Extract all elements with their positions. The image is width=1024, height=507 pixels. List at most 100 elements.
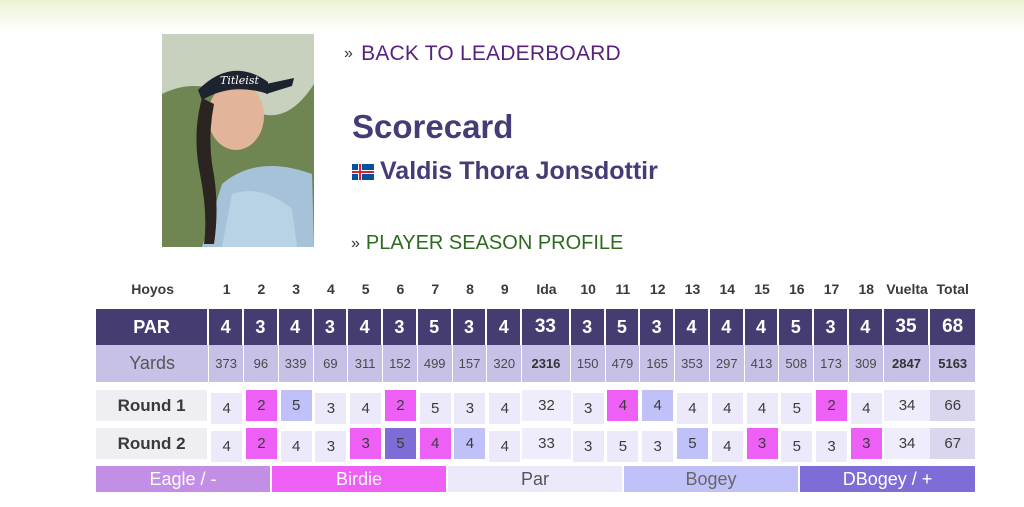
- par-cell: 5: [606, 309, 641, 345]
- score-cell: 5: [606, 428, 641, 462]
- score-cell: 4: [348, 390, 383, 424]
- par-cell: 3: [571, 309, 606, 345]
- legend-dbogey: DBogey / +: [800, 466, 975, 492]
- back-link-label: BACK TO LEADERBOARD: [361, 42, 621, 65]
- score-cell: 4: [745, 390, 780, 424]
- player-name: Valdis Thora Jonsdottir: [380, 157, 658, 185]
- score-bogey: 4: [454, 428, 486, 459]
- score-par: 3: [315, 431, 347, 462]
- par-cell: 4: [710, 309, 745, 345]
- par-cell: 35: [884, 309, 931, 345]
- score-cell: 4: [209, 428, 244, 462]
- score-cell: 3: [745, 428, 780, 459]
- score-cell: 5: [383, 428, 418, 459]
- score-cell: 3: [849, 428, 884, 459]
- score-par: 5: [781, 393, 813, 424]
- score-bogey: 4: [642, 390, 674, 421]
- score-cell: 2: [244, 390, 279, 421]
- player-photo: Titleist: [162, 34, 314, 247]
- header-cell: 3: [292, 281, 301, 297]
- yards-cell: 320: [487, 345, 523, 382]
- score-par: 4: [711, 393, 743, 424]
- score-birdie: 3: [350, 428, 382, 459]
- header-cell: 6: [396, 281, 405, 297]
- header-cell: 16: [788, 281, 805, 297]
- score-par: 3: [572, 431, 604, 462]
- legend-par: Par: [448, 466, 624, 492]
- par-cell: 3: [314, 309, 349, 345]
- par-cell: 4: [849, 309, 884, 345]
- player-name-line: Valdis Thora Jonsdottir: [352, 157, 658, 187]
- score-par: 3: [816, 431, 848, 462]
- score-par: 4: [746, 393, 778, 424]
- score-birdie: 4: [607, 390, 639, 421]
- yards-cell: 5163: [938, 356, 968, 371]
- par-cell: 4: [675, 309, 710, 345]
- score-birdie: 3: [850, 428, 882, 459]
- yards-cell: 353: [675, 345, 710, 382]
- score-cell: 4: [675, 390, 710, 424]
- score-birdie: 2: [245, 390, 277, 421]
- score-par: 3: [572, 393, 604, 424]
- score-cell: 3: [814, 428, 849, 462]
- score-cell: 4: [710, 390, 745, 424]
- par-label: PAR: [96, 309, 210, 345]
- header-cell: 5: [361, 281, 370, 297]
- score-cell: 4: [710, 428, 745, 462]
- yards-cell: 165: [640, 345, 676, 382]
- score-bogey: 5: [676, 428, 708, 459]
- score-par: 4: [711, 431, 743, 462]
- score-bogey: 5: [280, 390, 312, 421]
- score-cell: 3: [640, 428, 675, 462]
- back-to-leaderboard-link[interactable]: » BACK TO LEADERBOARD: [344, 42, 621, 66]
- yards-cell: 69: [314, 345, 349, 382]
- header-cell: 2: [257, 281, 266, 297]
- score-birdie: 3: [746, 428, 778, 459]
- score-cell: 2: [814, 390, 849, 421]
- score-cell: 4: [606, 390, 641, 421]
- header-cell: 8: [466, 281, 474, 297]
- yards-cell: 2847: [884, 345, 931, 382]
- score-cell: 66: [930, 390, 976, 421]
- score-cell: 5: [779, 390, 814, 424]
- par-cell: 5: [418, 309, 453, 345]
- par-cell: 4: [487, 309, 523, 345]
- header-label: Hoyos: [131, 281, 175, 297]
- par-cell: 3: [640, 309, 676, 345]
- score-par: 4: [676, 393, 708, 424]
- legend-bogey: Bogey: [624, 466, 800, 492]
- score-cell: 3: [453, 390, 488, 424]
- player-season-profile-link[interactable]: » PLAYER SEASON PROFILE: [351, 232, 623, 255]
- header-cell: 13: [684, 281, 701, 297]
- score-birdie: 4: [419, 428, 451, 459]
- round-label: Round 1: [96, 390, 208, 421]
- par-cell: 3: [244, 309, 279, 345]
- double-chevron-icon: »: [351, 235, 360, 252]
- yards-cell: 309: [849, 345, 884, 382]
- score-cell: 2: [244, 428, 279, 459]
- score-par: 4: [489, 431, 521, 462]
- score-cell: 4: [453, 428, 488, 459]
- yards-cell: 339: [279, 345, 314, 382]
- header-cell: 7: [431, 281, 440, 297]
- score-cell: 3: [571, 390, 606, 424]
- yards-cell: 413: [745, 345, 780, 382]
- par-cell: 68: [942, 316, 964, 337]
- score-par: 4: [211, 393, 243, 424]
- score-par: 4: [350, 393, 382, 424]
- score-cell: 2: [383, 390, 418, 421]
- score-cell: 3: [314, 390, 349, 424]
- round-row-2: Round 2 4 2 4 3 3 5 4 4 4 33 3 5 3 5 4 3 5 3 3 34 67: [96, 428, 976, 463]
- top-band: [0, 0, 1024, 32]
- yards-cell: 297: [710, 345, 745, 382]
- round-label: Round 2: [96, 428, 208, 459]
- score-par: 3: [454, 393, 486, 424]
- score-cell: 34: [883, 390, 931, 421]
- score-birdie: 2: [245, 428, 277, 459]
- score-cell: 3: [348, 428, 383, 459]
- yards-row: Yards 373 96 339 69 311 152 499 157 320 2316 150 479…: [96, 345, 975, 382]
- header-cell: Vuelta: [886, 281, 928, 297]
- header-cell: 9: [500, 281, 509, 297]
- header-cell: 10: [580, 281, 596, 297]
- season-link-label: PLAYER SEASON PROFILE: [365, 232, 624, 254]
